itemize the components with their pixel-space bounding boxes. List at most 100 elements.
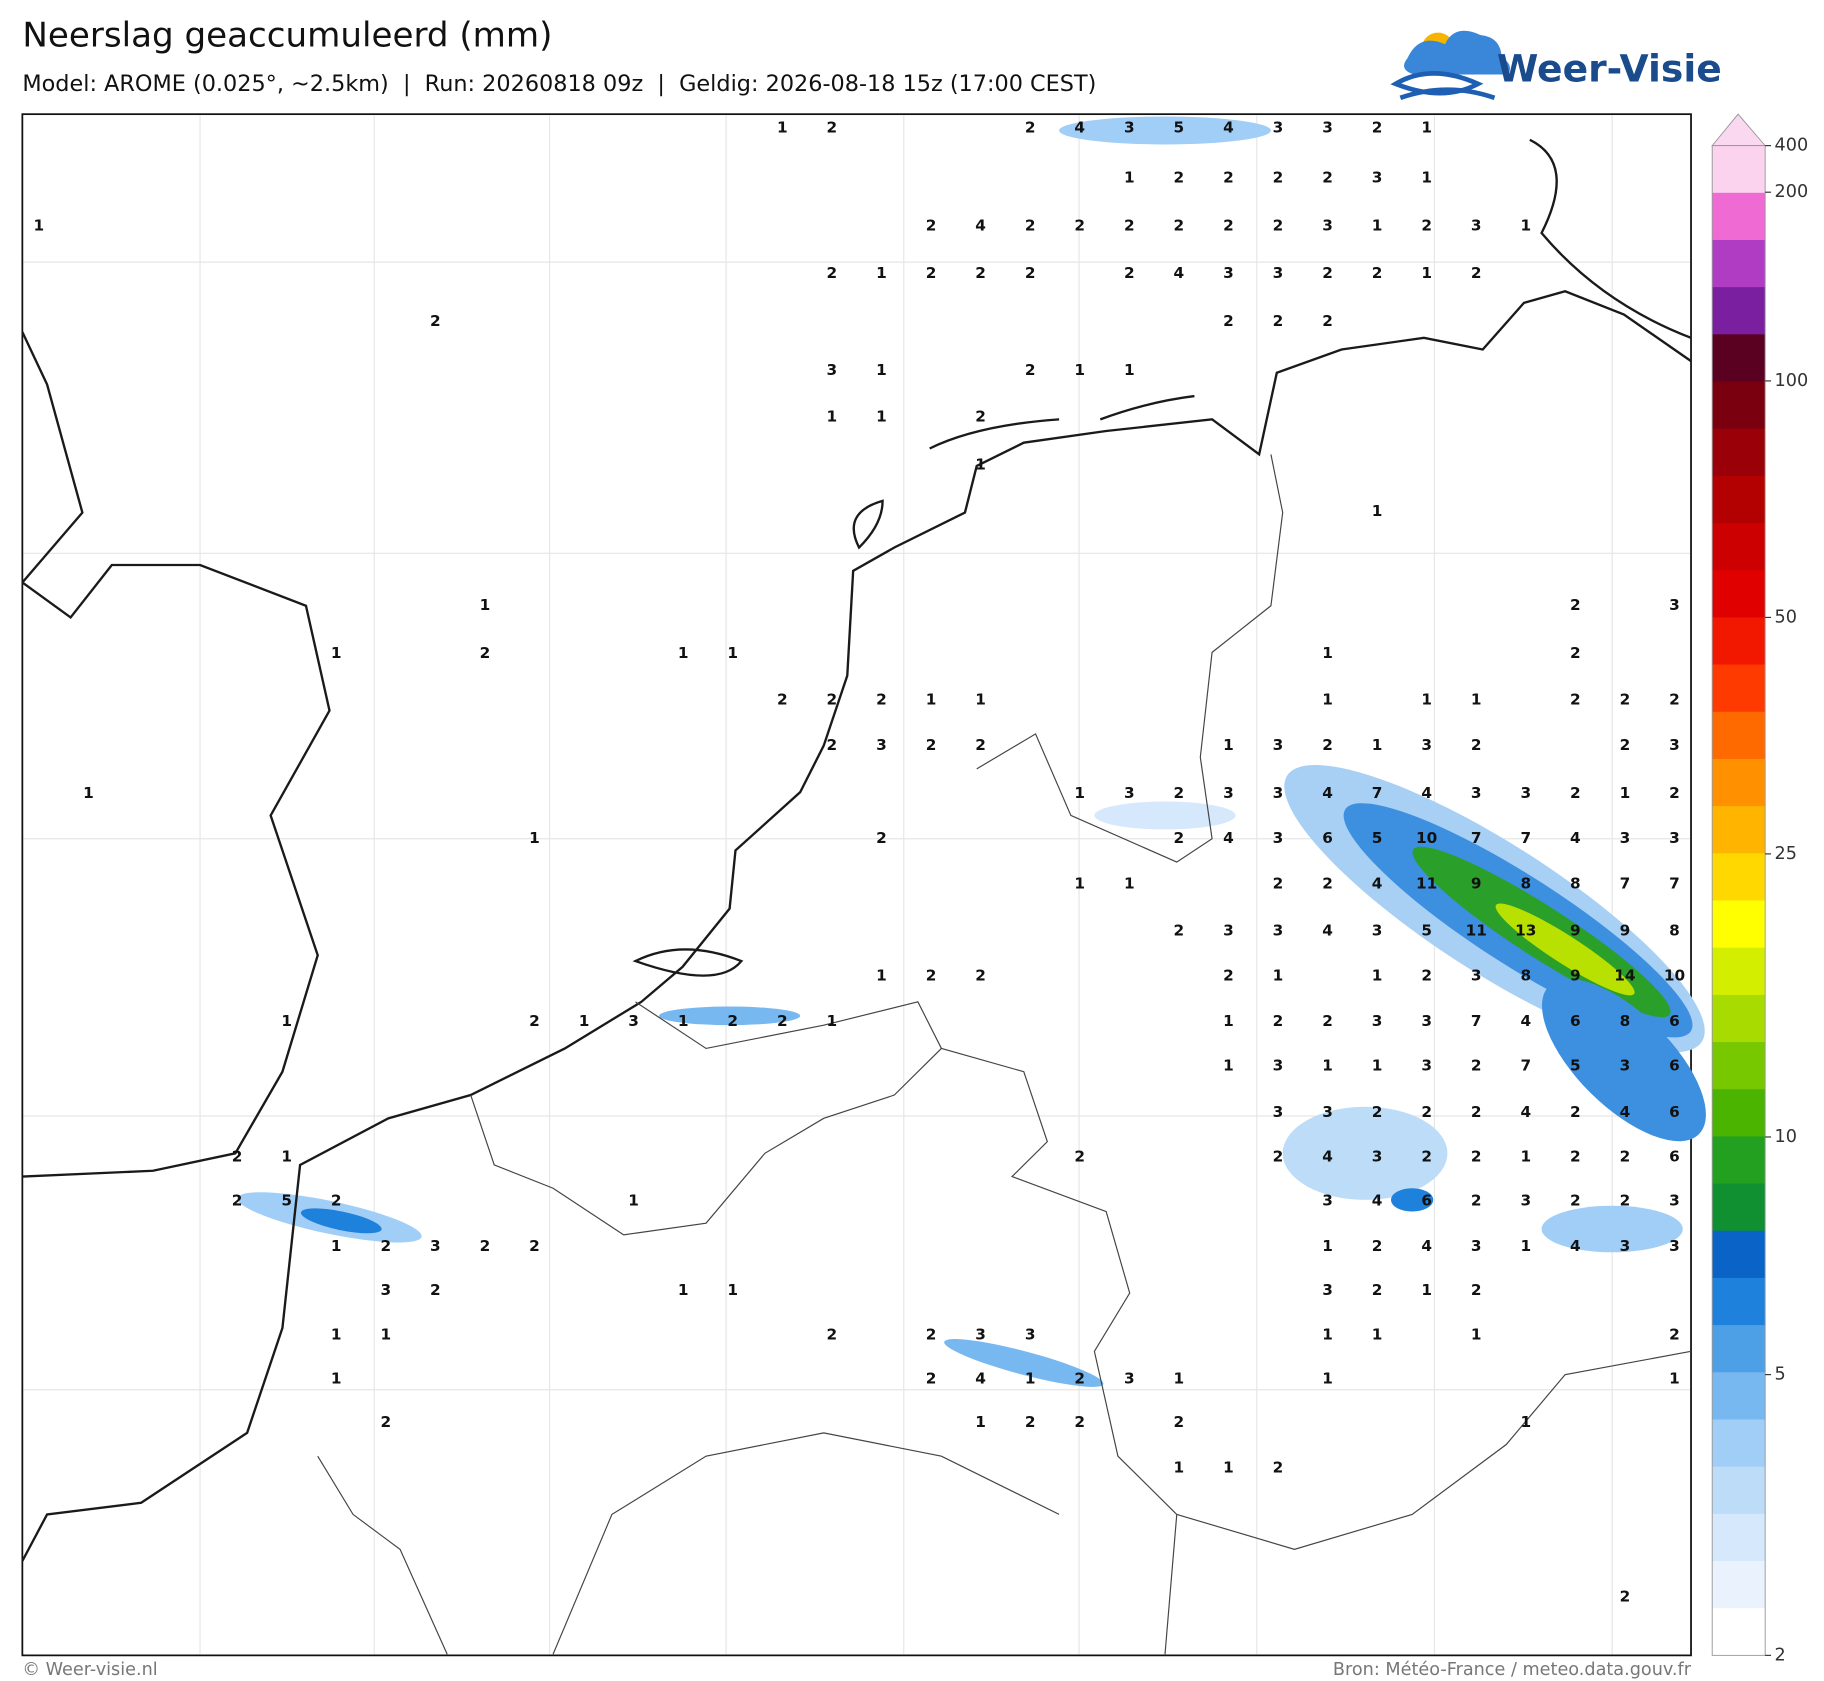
colorbar-segment [1712,947,1766,996]
grid-value: 2 [876,829,887,847]
grid-value: 7 [1471,1012,1482,1030]
grid-value: 3 [1124,119,1135,137]
grid-value: 2 [926,967,937,985]
grid-value: 1 [1520,1237,1531,1255]
grid-value: 3 [1273,829,1284,847]
grid-value: 4 [1223,829,1234,847]
colorbar-segment [1712,523,1766,571]
grid-value: 1 [1174,1458,1185,1476]
colorbar-segment [1712,1466,1766,1515]
grid-value: 1 [1372,502,1383,520]
grid-value: 2 [430,1281,441,1299]
grid-value: 1 [281,1147,292,1165]
grid-value: 2 [1471,1281,1482,1299]
grid-value: 2 [1471,1192,1482,1210]
grid-value: 2 [1273,875,1284,893]
colorbar-segment [1712,711,1766,760]
grid-value: 2 [1471,736,1482,754]
grid-value: 1 [727,1281,738,1299]
grid-value: 3 [1223,784,1234,802]
grid-value: 2 [1124,264,1135,282]
grid-value: 1 [281,1012,292,1030]
title: Neerslag geaccumuleerd (mm) [22,16,552,56]
grid-value: 4 [1223,119,1234,137]
grid-value: 2 [1174,169,1185,187]
grid-value: 2 [529,1012,540,1030]
grid-value: 2 [1471,1103,1482,1121]
grid-value: 6 [1570,1012,1581,1030]
grid-value: 2 [827,1326,838,1344]
grid-value: 2 [777,691,788,709]
grid-value: 4 [1570,829,1581,847]
grid-value: 2 [529,1237,540,1255]
grid-value: 8 [1570,875,1581,893]
grid-value: 2 [926,736,937,754]
grid-value: 3 [1620,829,1631,847]
grid-value: 1 [827,408,838,426]
grid-value: 1 [1421,691,1432,709]
colorbar-segment [1712,1325,1766,1373]
grid-value: 7 [1520,829,1531,847]
colorbar-segment [1712,145,1766,194]
grid-value: 2 [827,264,838,282]
grid-value: 3 [876,736,887,754]
grid-value: 3 [1669,829,1680,847]
grid-value: 9 [1620,921,1631,939]
grid-value: 2 [926,1370,937,1388]
grid-value: 1 [975,691,986,709]
grid-value: 1 [1273,967,1284,985]
grid-value: 1 [975,455,986,473]
grid-value: 1 [1025,1370,1036,1388]
grid-value: 1 [876,408,887,426]
grid-value: 3 [1223,264,1234,282]
grid-value: 2 [1174,829,1185,847]
colorbar-label: 5 [1775,1365,1786,1385]
grid-value: 7 [1372,784,1383,802]
grid-value: 2 [827,119,838,137]
grid-value: 1 [628,1192,639,1210]
borders [317,454,1692,1655]
grid-value: 3 [1273,1056,1284,1074]
colorbar: 400 200 100 50 25 10 5 2 [1711,113,1809,1665]
grid-value: 2 [1372,1103,1383,1121]
grid-value: 2 [876,691,887,709]
grid-value: 1 [1223,1458,1234,1476]
grid-value: 2 [1570,784,1581,802]
grid-value: 2 [1570,1147,1581,1165]
grid-value: 2 [1322,1012,1333,1030]
colorbar-label: 100 [1775,371,1809,391]
grid-value: 11 [1416,875,1437,893]
colorbar-segment [1712,1419,1766,1468]
colorbar-segment [1712,428,1766,477]
grid-value: 1 [1322,1056,1333,1074]
grid-value: 1 [1372,217,1383,235]
grid-value: 4 [1174,264,1185,282]
colorbar-segment [1712,475,1766,524]
grid-value: 1 [1074,361,1085,379]
grid-value: 2 [1421,1103,1432,1121]
grid-value: 2 [1421,217,1432,235]
grid-value: 6 [1421,1192,1432,1210]
grid-value: 3 [1669,1192,1680,1210]
grid-value: 2 [975,967,986,985]
grid-value: 2 [1223,169,1234,187]
grid-value: 3 [975,1326,986,1344]
grid-values: 1 2 2 4 3 5 4 3 3 2 11 2 2 2 2 3 11 2 4 2 2 2 2 2 2 3 1 2 3 12 1 2 2 2 2 4 3… [34,119,1686,1606]
grid-value: 1 [1520,217,1531,235]
grid-value: 2 [1273,312,1284,330]
colorbar-segment [1712,617,1766,666]
colorbar-segment [1712,994,1766,1043]
grid-value: 2 [1273,217,1284,235]
grid-value: 4 [975,217,986,235]
grid-value: 2 [1620,1192,1631,1210]
grid-value: 3 [1322,1192,1333,1210]
grid-value: 2 [1669,691,1680,709]
grid-value: 1 [678,1281,689,1299]
grid-value: 13 [1515,921,1536,939]
grid-value: 3 [1421,736,1432,754]
colorbar-segment [1712,334,1766,383]
grid-value: 2 [1322,169,1333,187]
colorbar-segment [1712,192,1766,241]
grid-value: 2 [331,1192,342,1210]
